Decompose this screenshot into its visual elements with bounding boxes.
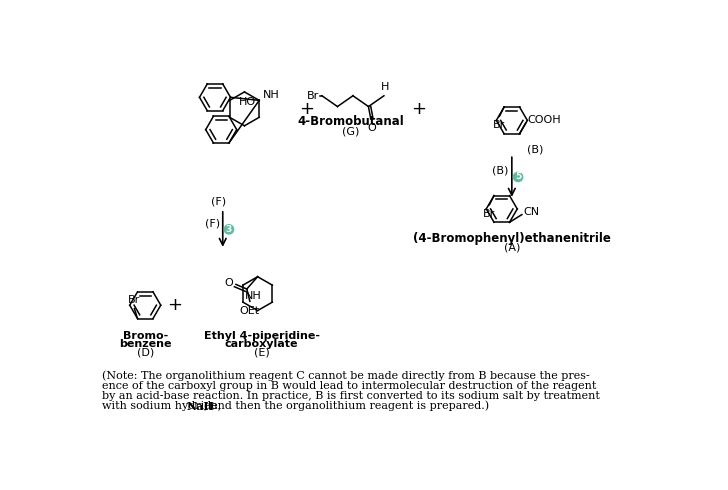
Text: by an acid-base reaction. In practice, B is first converted to its sodium salt b: by an acid-base reaction. In practice, B…: [102, 391, 600, 401]
Circle shape: [513, 172, 523, 182]
Text: O: O: [367, 122, 376, 133]
Text: 4-Bromobutanal: 4-Bromobutanal: [297, 116, 404, 128]
Text: Bromo-: Bromo-: [122, 331, 168, 341]
Text: (B): (B): [492, 166, 509, 176]
Text: (4-Bromophenyl)ethanenitrile: (4-Bromophenyl)ethanenitrile: [413, 232, 611, 245]
Text: +: +: [299, 100, 314, 118]
Text: (F): (F): [211, 196, 226, 206]
Text: OEt: OEt: [240, 306, 260, 316]
Text: HO: HO: [239, 97, 256, 107]
Text: 3: 3: [226, 225, 232, 234]
Text: H: H: [381, 82, 389, 92]
Text: benzene: benzene: [119, 340, 172, 349]
Text: (Note: The organolithium reagent C cannot be made directly from B because the pr: (Note: The organolithium reagent C canno…: [102, 370, 590, 381]
Text: Br: Br: [493, 120, 505, 130]
Text: Br: Br: [128, 294, 141, 305]
Text: , and then the organolithium reagent is prepared.): , and then the organolithium reagent is …: [204, 401, 489, 411]
Text: Br: Br: [306, 91, 319, 101]
Text: carboxylate: carboxylate: [225, 340, 298, 349]
Text: (G): (G): [342, 127, 360, 137]
Text: ence of the carboxyl group in B would lead to intermolecular destruction of the : ence of the carboxyl group in B would le…: [102, 381, 596, 391]
Text: (D): (D): [137, 348, 154, 358]
Text: NH: NH: [245, 291, 261, 301]
Text: NH: NH: [263, 90, 280, 100]
Text: +: +: [167, 296, 182, 314]
Text: COOH: COOH: [527, 115, 561, 125]
Text: NaH: NaH: [186, 401, 214, 412]
Text: (E): (E): [253, 348, 269, 358]
Text: Br: Br: [483, 209, 495, 220]
Text: (A): (A): [504, 243, 520, 252]
Text: CN: CN: [523, 207, 539, 217]
Text: Ethyl 4-piperidine-: Ethyl 4-piperidine-: [204, 331, 320, 341]
Text: (B): (B): [527, 145, 543, 155]
Text: (F): (F): [205, 218, 220, 228]
Text: 5: 5: [515, 172, 521, 181]
Circle shape: [224, 225, 234, 234]
Text: with sodium hydride,: with sodium hydride,: [102, 401, 225, 411]
Text: O: O: [224, 278, 233, 288]
Text: +: +: [411, 100, 427, 118]
